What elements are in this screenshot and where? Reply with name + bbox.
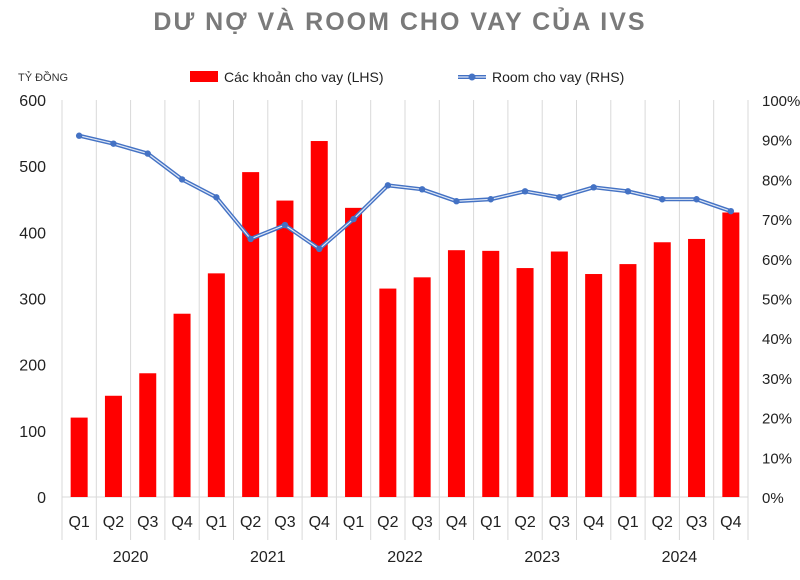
quarter-label: Q2 — [103, 514, 124, 531]
quarter-label: Q3 — [411, 514, 432, 531]
quarter-label: Q3 — [137, 514, 158, 531]
bar — [70, 417, 88, 497]
legend-line-marker — [468, 73, 476, 81]
right-tick-label: 0% — [762, 490, 784, 507]
bar — [310, 141, 328, 498]
right-tick-label: 60% — [762, 252, 792, 269]
quarter-label: Q1 — [343, 514, 364, 531]
quarter-label: Q4 — [446, 514, 467, 531]
quarter-label: Q2 — [652, 514, 673, 531]
line-point — [693, 196, 700, 203]
y-axis-unit-label: TỶ ĐỒNG — [18, 71, 68, 84]
quarter-label: Q3 — [549, 514, 570, 531]
line-series — [75, 132, 735, 253]
bar — [242, 172, 260, 497]
quarter-label: Q4 — [171, 514, 192, 531]
bar — [619, 264, 637, 497]
year-label: 2020 — [113, 549, 149, 566]
bar — [550, 251, 568, 497]
quarter-label: Q3 — [274, 514, 295, 531]
quarter-label: Q3 — [686, 514, 707, 531]
quarter-label: Q1 — [617, 514, 638, 531]
chart-title: DƯ NỢ VÀ ROOM CHO VAY CỦA IVS — [153, 8, 647, 36]
line-point — [624, 188, 632, 195]
line-point — [213, 194, 220, 201]
bar — [104, 395, 122, 497]
line-point — [316, 245, 323, 253]
bar — [276, 200, 294, 497]
right-tick-label: 10% — [762, 450, 792, 467]
bar — [447, 250, 465, 497]
right-tick-label: 100% — [762, 93, 800, 110]
legend-bar-label: Các khoản cho vay (LHS) — [224, 69, 384, 85]
legend: Các khoản cho vay (LHS) Room cho vay (RH… — [190, 69, 624, 85]
bar — [413, 277, 431, 497]
right-axis-ticks: 0% 10% 20% 30% 40% 50% 60% 70% 80% 90% 100% — [762, 93, 800, 507]
right-tick-label: 80% — [762, 172, 792, 189]
quarter-label: Q2 — [514, 514, 535, 531]
bar — [139, 373, 157, 497]
line-point — [453, 198, 460, 205]
left-tick-label: 0 — [37, 490, 46, 507]
bar — [516, 268, 534, 497]
line-point — [556, 194, 563, 201]
x-axis-year-labels: 2020 2021 2022 2023 2024 — [113, 549, 697, 566]
year-label: 2021 — [250, 549, 286, 566]
room-line-inner — [79, 135, 731, 250]
left-axis-ticks: 0 100 200 300 400 500 600 — [19, 93, 46, 507]
right-tick-label: 50% — [762, 292, 792, 309]
quarter-label: Q1 — [68, 514, 89, 531]
bar — [653, 242, 671, 497]
line-point — [521, 188, 529, 195]
left-tick-label: 300 — [19, 292, 46, 309]
quarter-label: Q2 — [377, 514, 398, 531]
year-label: 2024 — [662, 549, 698, 566]
right-tick-label: 90% — [762, 133, 792, 150]
quarter-label: Q4 — [309, 514, 330, 531]
year-label: 2022 — [387, 549, 423, 566]
year-label: 2023 — [524, 549, 560, 566]
right-tick-label: 40% — [762, 331, 792, 348]
bar — [207, 273, 225, 497]
x-axis-quarter-labels: Q1 Q2 Q3 Q4 Q1 Q2 Q3 Q4 Q1 Q2 Q3 Q4 Q1 Q2 Q3 Q4 Q1 Q2 Q3 Q4 — [68, 514, 741, 531]
quarter-label: Q4 — [583, 514, 604, 531]
bar — [379, 288, 397, 497]
line-point — [247, 235, 254, 243]
left-tick-label: 600 — [19, 93, 46, 110]
bar — [722, 212, 740, 497]
line-point — [350, 215, 357, 223]
bar — [345, 207, 363, 497]
line-point — [487, 196, 494, 203]
line-point — [590, 184, 597, 191]
line-point — [727, 207, 735, 215]
quarter-label: Q2 — [240, 514, 261, 531]
line-point — [75, 132, 83, 139]
left-tick-label: 100 — [19, 424, 46, 441]
legend-line-label: Room cho vay (RHS) — [492, 69, 624, 85]
line-point — [144, 150, 151, 157]
legend-bar-swatch — [190, 71, 218, 82]
left-tick-label: 200 — [19, 358, 46, 375]
quarter-label: Q1 — [480, 514, 501, 531]
quarter-label: Q4 — [720, 514, 741, 531]
bar — [585, 274, 603, 497]
left-tick-label: 400 — [19, 225, 46, 242]
bar — [482, 250, 500, 497]
line-point — [110, 140, 117, 147]
line-point — [418, 186, 426, 193]
line-point — [281, 221, 289, 229]
line-point — [178, 176, 186, 183]
bar-series — [70, 141, 740, 498]
bar — [688, 238, 706, 497]
left-tick-label: 500 — [19, 159, 46, 176]
line-point — [659, 196, 666, 203]
line-point — [384, 182, 392, 189]
bar — [173, 313, 191, 497]
quarter-label: Q1 — [206, 514, 227, 531]
right-tick-label: 30% — [762, 371, 792, 388]
right-tick-label: 70% — [762, 212, 792, 229]
right-tick-label: 20% — [762, 411, 792, 428]
